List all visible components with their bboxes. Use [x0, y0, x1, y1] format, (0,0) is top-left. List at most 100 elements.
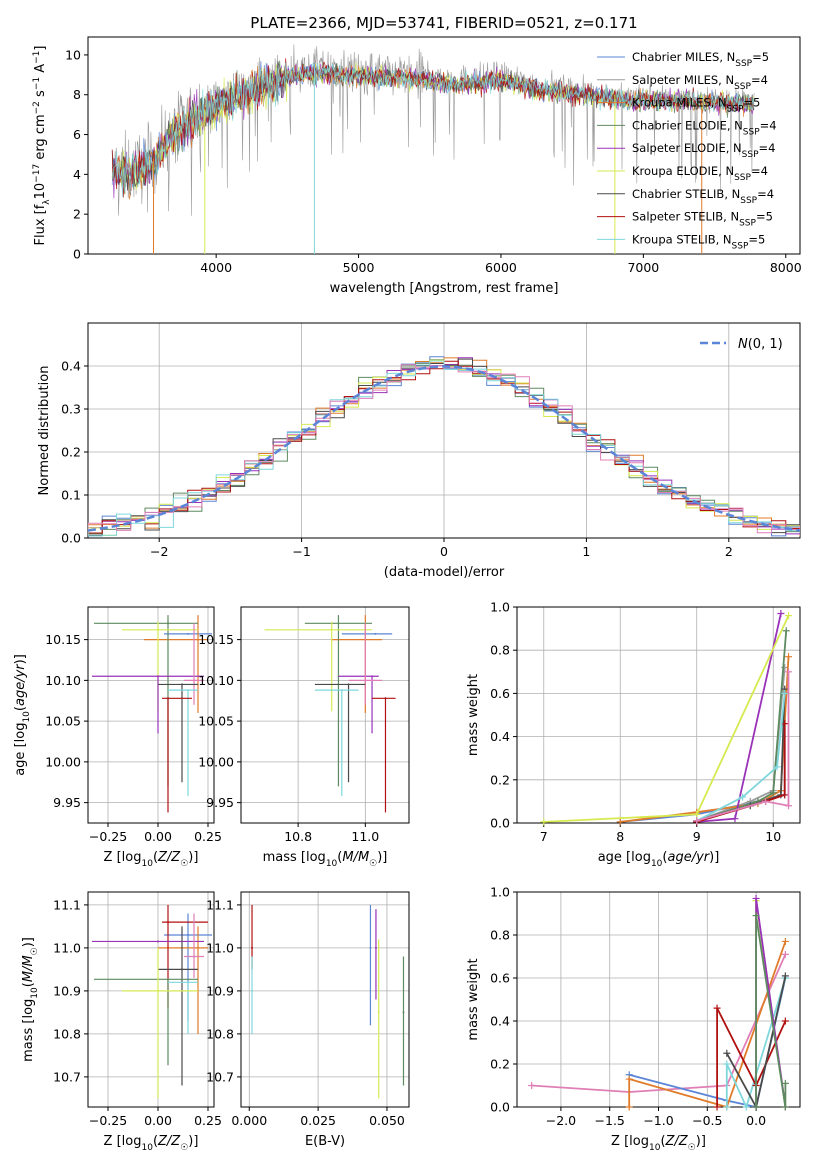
- data-point: [157, 940, 159, 943]
- mass-weight-marker: [742, 1103, 750, 1111]
- y-tick-label: 0.6: [490, 686, 510, 701]
- x-tick-label: 0.025: [300, 1113, 336, 1128]
- mass-weight-marker: [723, 1060, 731, 1068]
- x-tick-label: 5000: [343, 260, 375, 275]
- data-point: [167, 921, 169, 924]
- mass-weight-line: [755, 915, 787, 1108]
- mass-weight-marker: [781, 689, 789, 697]
- x-tick-label: 9: [693, 829, 701, 844]
- mass-weight-line: [696, 671, 790, 822]
- x-tick-label: 2: [725, 544, 733, 559]
- y-tick-label: 10.15: [45, 632, 81, 647]
- x-axis-label: E(B-V): [305, 1134, 345, 1149]
- y-tick-label: 10.05: [45, 714, 81, 729]
- y-axis-label: age [log10(age/yr)]: [13, 654, 32, 776]
- x-tick-label: 0.00: [144, 829, 172, 844]
- x-tick-label: 11.0: [351, 829, 379, 844]
- age_vs_Z-labels: Z [log10(Z/Z☉)] age [log10(age/yr)]: [13, 654, 198, 869]
- y-tick-label: 8: [73, 87, 81, 102]
- y-tick-label: 10.7: [206, 1069, 234, 1084]
- y-tick-label: 10.15: [198, 632, 234, 647]
- mass-weight-marker: [713, 1004, 721, 1012]
- y-tick-label: 11.1: [53, 897, 81, 912]
- x-tick-label: −2.0: [546, 1113, 576, 1128]
- y-tick-label: 0.4: [490, 1014, 510, 1029]
- data-point: [181, 968, 183, 971]
- x-tick-label: −1.5: [595, 1113, 625, 1128]
- mass-weight-marker: [785, 612, 793, 620]
- data-point: [197, 638, 199, 641]
- figure-title: PLATE=2366, MJD=53741, FIBERID=0521, z=0…: [250, 14, 637, 32]
- legend-entry: Salpeter STELIB, NSSP=5: [632, 210, 773, 229]
- y-tick-label: 9.95: [206, 795, 234, 810]
- legend-entry: Chabrier STELIB, NSSP=4: [632, 187, 774, 206]
- x-tick-label: 0.25: [194, 829, 222, 844]
- y-tick-label: 10.9: [206, 983, 234, 998]
- data-point: [340, 689, 343, 692]
- data-point: [187, 632, 189, 635]
- mass-weight-line: [716, 1007, 787, 1107]
- mass_vs_Z-labels: Z [log10(Z/Z☉)] mass [log10(M/M☉)]: [21, 937, 198, 1153]
- massweight_vs_age-labels: age [log10(age/yr)] mass weight: [466, 674, 719, 869]
- mass_vs_Z-frame: [87, 891, 215, 1108]
- y-tick-label: 1.0: [490, 600, 510, 615]
- y-tick-label: 10.10: [45, 673, 81, 688]
- x-tick-label: −2: [150, 544, 168, 559]
- y-tick-label: 10.8: [206, 1026, 234, 1041]
- normal-curve: [88, 365, 800, 532]
- y-tick-label: 10.8: [53, 1026, 81, 1041]
- data-point: [157, 628, 159, 631]
- mass-weight-marker: [723, 1103, 731, 1111]
- x-axis-label: wavelength [Angstrom, rest frame]: [330, 281, 559, 296]
- data-point: [187, 934, 189, 936]
- y-tick-label: 11.0: [53, 940, 81, 955]
- x-tick-label: −0.25: [89, 829, 127, 844]
- massweight_vs_age-frame: [516, 606, 801, 824]
- data-point: [377, 1011, 380, 1014]
- data-point: [337, 622, 340, 625]
- x-tick-label: −0.25: [89, 1113, 127, 1128]
- y-tick-label: 4: [73, 167, 81, 182]
- x-tick-label: 4000: [200, 260, 232, 275]
- y-axis-label: mass weight: [466, 674, 481, 756]
- x-axis-label: Z [log10(Z/Z☉)]: [611, 1134, 706, 1153]
- residuals-labels: (data-model)/error Normed distribution: [37, 366, 505, 580]
- mass-weight-marker: [625, 1075, 633, 1083]
- x-axis-label: (data-model)/error: [384, 565, 505, 580]
- legend-entry: Chabrier MILES, NSSP=5: [632, 50, 769, 69]
- y-tick-label: 10.10: [198, 673, 234, 688]
- x-tick-label: 0.00: [144, 1113, 172, 1128]
- data-point: [193, 955, 195, 958]
- mass_vs_Z-points: [92, 904, 212, 1099]
- mass-weight-marker: [752, 912, 760, 920]
- data-point: [369, 946, 372, 949]
- data-point: [251, 989, 254, 992]
- y-tick-label: 0.2: [61, 445, 81, 460]
- y-tick-label: 1.0: [490, 885, 510, 900]
- x-axis-label: mass [log10(M/M☉)]: [263, 850, 388, 869]
- x-tick-label: 10: [765, 829, 781, 844]
- x-tick-label: 0.050: [369, 1113, 405, 1128]
- mass_vs_EBV-axes: 0.000 0.025 0.050 10.7 10.8 10.9 11.0 11.1: [206, 891, 410, 1128]
- x-tick-label: 6000: [485, 260, 517, 275]
- y-tick-label: 0.4: [61, 359, 81, 374]
- data-point: [402, 1011, 405, 1014]
- age_vs_Z-points: [92, 615, 212, 813]
- mass-weight-marker: [785, 802, 793, 810]
- y-axis-label: mass weight: [466, 958, 481, 1040]
- legend-entry: N(0, 1): [738, 337, 783, 352]
- massweight_vs_age-axes: 7 8 9 10 0.0 0.2 0.4 0.6 0.8 1.0: [490, 600, 801, 844]
- mass-weight-marker: [693, 817, 701, 825]
- x-tick-label: 1: [582, 544, 590, 559]
- mass-weight-marker: [773, 763, 781, 771]
- spectrum-labels: wavelength [Angstrom, rest frame] Flux [f…: [32, 46, 558, 297]
- data-point: [167, 978, 169, 981]
- mass-weight-marker: [781, 1079, 789, 1087]
- age_vs_mass-labels: mass [log10(M/M☉)]: [263, 850, 388, 869]
- x-tick-label: −1: [292, 544, 310, 559]
- legend-entry: Kroupa ELODIE, NSSP=4: [632, 164, 768, 183]
- mass-weight-marker: [781, 972, 789, 980]
- y-tick-label: 10.7: [53, 1069, 81, 1084]
- x-axis-label: age [log10(age/yr)]: [598, 850, 720, 869]
- spectrum-lines: [111, 44, 755, 254]
